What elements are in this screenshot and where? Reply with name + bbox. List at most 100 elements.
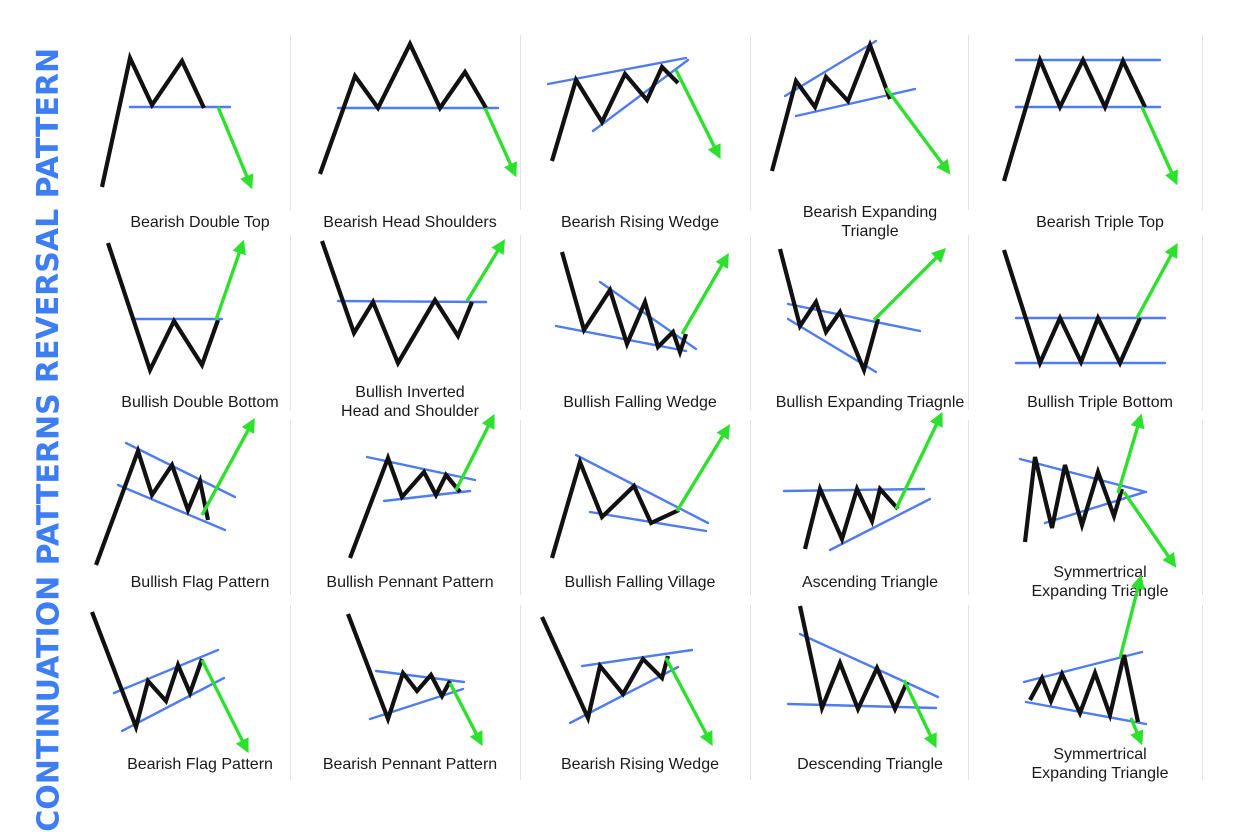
trend-line xyxy=(828,497,932,552)
pattern-chart xyxy=(540,616,713,747)
breakout-arrow xyxy=(902,679,937,749)
breakout-arrow xyxy=(1135,242,1178,319)
trend-line xyxy=(546,56,688,86)
cell-divider xyxy=(520,420,521,595)
price-line xyxy=(540,616,671,725)
trend-line xyxy=(1018,457,1148,494)
trend-line xyxy=(374,669,466,684)
cell-divider xyxy=(968,605,969,780)
pattern-cell: Symmertrical Expanding Triangle xyxy=(990,574,1210,790)
breakout-arrow xyxy=(214,239,246,321)
price-line xyxy=(1022,456,1125,543)
pattern-chart xyxy=(99,51,254,190)
price-line xyxy=(549,455,680,559)
pattern-cell: Bearish Rising Wedge xyxy=(530,30,750,231)
pattern-cell: Descending Triangle xyxy=(760,600,980,790)
pattern-chart xyxy=(1022,574,1148,746)
pattern-cell: Bearish Triple Top xyxy=(990,30,1210,231)
cell-divider xyxy=(520,35,521,210)
pattern-caption: Bearish Flag Pattern xyxy=(127,756,273,773)
pattern-chart xyxy=(1001,242,1178,369)
breakout-arrow xyxy=(216,106,254,190)
price-line xyxy=(90,611,204,734)
trend-line xyxy=(786,702,938,710)
price-line xyxy=(1028,654,1141,723)
pattern-chart xyxy=(549,424,730,559)
pattern-caption: Bullish Expanding Triagnle xyxy=(775,394,965,411)
pattern-cell: Bearish Pennant Pattern xyxy=(300,600,520,790)
breakout-arrow xyxy=(674,69,721,160)
cell-divider xyxy=(1202,235,1203,410)
breakout-arrow xyxy=(1140,106,1178,186)
price-line xyxy=(94,444,211,566)
pattern-cell: Bullish Pennant Pattern xyxy=(300,413,520,605)
trend-line xyxy=(116,483,227,532)
cell-divider xyxy=(968,235,969,410)
trend-line xyxy=(336,299,488,304)
pattern-caption: Bearish Double Top xyxy=(130,214,270,231)
price-line xyxy=(802,482,900,550)
price-line xyxy=(1001,53,1147,182)
trend-line xyxy=(782,487,926,493)
price-line xyxy=(346,613,452,726)
breakout-arrow xyxy=(483,107,517,178)
pattern-chart xyxy=(546,56,721,162)
pattern-chart xyxy=(94,417,255,566)
cell-divider xyxy=(968,420,969,595)
pattern-chart xyxy=(786,605,940,749)
pattern-caption: Bullish Inverted Head and Shoulder xyxy=(341,384,479,420)
pattern-chart xyxy=(1018,413,1177,568)
pattern-chart xyxy=(346,613,483,747)
breakout-arrow xyxy=(894,411,943,510)
trend-line xyxy=(382,489,472,503)
pattern-chart xyxy=(769,39,951,175)
cell-divider xyxy=(290,35,291,210)
pattern-caption: Bearish Rising Wedge xyxy=(560,756,719,773)
pattern-cell: Bearish Flag Pattern xyxy=(90,600,310,790)
pattern-chart xyxy=(318,39,517,178)
price-line xyxy=(559,251,688,359)
pattern-cell: Bullish Inverted Head and Shoulder xyxy=(300,230,520,420)
cell-divider xyxy=(290,420,291,595)
pattern-chart xyxy=(90,611,249,754)
pattern-caption: Ascending Triangle xyxy=(801,574,939,591)
pattern-caption: Bullish Falling Village xyxy=(564,574,716,591)
trend-line xyxy=(554,324,688,353)
cell-divider xyxy=(1202,420,1203,595)
cell-divider xyxy=(750,235,751,410)
reversal-section-label: REVERSAL PATTERN xyxy=(28,30,70,400)
trend-line xyxy=(574,453,710,525)
breakout-arrow xyxy=(1116,413,1145,494)
pattern-caption: Bearish Head Shoulders xyxy=(323,214,497,231)
trend-line xyxy=(112,648,220,695)
price-line xyxy=(106,242,220,376)
reversal-section-text: REVERSAL PATTERN xyxy=(31,47,67,383)
pattern-caption: Bullish Flag Pattern xyxy=(130,574,270,591)
pattern-caption: Descending Triangle xyxy=(797,756,943,773)
breakout-arrow xyxy=(872,247,947,322)
pattern-cell: Bearish Double Top xyxy=(90,30,310,231)
breakout-arrow xyxy=(884,86,951,175)
price-line xyxy=(769,39,892,172)
pattern-cell: Bullish Falling Village xyxy=(530,415,750,605)
pattern-chart xyxy=(777,247,947,377)
pattern-caption: Symmertrical Expanding Triangle xyxy=(1031,746,1169,782)
pattern-cell: Ascending Triangle xyxy=(760,411,980,605)
pattern-caption: Bullish Double Bottom xyxy=(121,394,279,411)
price-line xyxy=(549,63,680,162)
breakout-arrow xyxy=(1129,717,1144,746)
price-line xyxy=(348,451,462,559)
cell-divider xyxy=(750,420,751,595)
price-line xyxy=(797,605,909,716)
price-line xyxy=(318,39,488,175)
breakout-arrow xyxy=(448,682,483,747)
pattern-cell: Symmertrical Expanding Triangle xyxy=(990,413,1210,605)
pattern-cell: Bullish Triple Bottom xyxy=(990,230,1210,420)
pattern-cell: Bullish Expanding Triagnle xyxy=(760,230,980,420)
breakout-arrow xyxy=(675,424,730,512)
pattern-caption: Bearish Rising Wedge xyxy=(560,214,719,231)
breakout-arrow xyxy=(454,413,495,491)
price-line xyxy=(1001,249,1142,369)
pattern-caption: Symmertrical Expanding Triangle xyxy=(1031,564,1169,600)
pattern-cell: Bullish Double Bottom xyxy=(90,230,310,420)
